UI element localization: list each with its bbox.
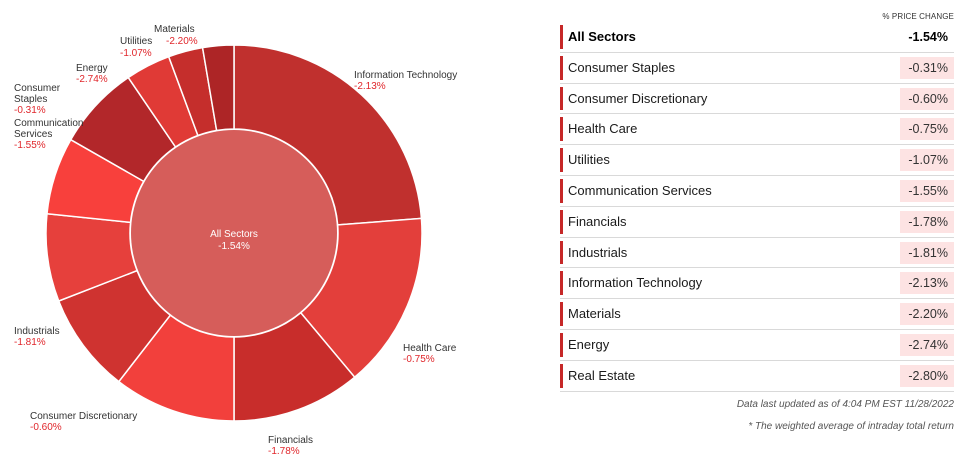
slice-label-name-line: Staples xyxy=(14,94,47,105)
row-accent-bar xyxy=(560,117,563,142)
slice-label-name-line: Consumer xyxy=(14,83,61,94)
row-accent-bar xyxy=(560,363,563,388)
sector-name: Consumer Staples xyxy=(568,59,675,75)
sector-name: Consumer Discretionary xyxy=(568,90,708,106)
data-updated-note: Data last updated as of 4:04 PM EST 11/2… xyxy=(736,399,954,410)
slice-label-name: Utilities xyxy=(120,36,152,47)
table-row[interactable]: Consumer Discretionary -0.60% xyxy=(560,84,954,115)
row-accent-bar xyxy=(560,240,563,265)
slice-label-name: Information Technology xyxy=(354,70,457,81)
sector-donut-chart: All Sectors -1.54% Information Technology -… xyxy=(14,24,457,457)
slice-label-value: -2.74% xyxy=(76,74,108,85)
slice-label-name: Energy xyxy=(76,63,108,74)
sector-change: -0.60% xyxy=(900,87,954,110)
table-row-total[interactable]: All Sectors -1.54% xyxy=(560,22,954,53)
row-accent-bar xyxy=(560,302,563,326)
slice-label-name-line: Services xyxy=(14,129,52,140)
slice-label-name-line: Communication xyxy=(14,118,83,129)
sector-change: -0.31% xyxy=(900,56,954,79)
row-accent-bar xyxy=(560,178,563,203)
table-row[interactable]: Consumer Staples -0.31% xyxy=(560,53,954,84)
slice-label-value: -0.60% xyxy=(30,422,62,433)
donut-slice[interactable] xyxy=(233,44,423,226)
slice-label-value: -1.81% xyxy=(14,337,46,348)
row-accent-bar xyxy=(560,55,563,80)
sector-name: Real Estate xyxy=(568,367,636,383)
table-row[interactable]: Industrials -1.81% xyxy=(560,238,954,269)
sector-name: All Sectors xyxy=(568,29,636,44)
sector-change: -1.55% xyxy=(900,179,954,202)
row-accent-bar xyxy=(560,148,563,172)
sector-name: Health Care xyxy=(568,121,638,137)
slice-label-value: -0.31% xyxy=(14,105,46,116)
table-rows: All Sectors -1.54% Consumer Staples -0.31% C… xyxy=(560,22,954,392)
donut-slice[interactable] xyxy=(201,44,235,132)
sector-change: -1.07% xyxy=(900,149,954,172)
slice-label-value: -2.20% xyxy=(166,36,198,47)
sector-name: Information Technology xyxy=(568,275,703,291)
table-row[interactable]: Financials -1.78% xyxy=(560,207,954,238)
sector-change: -1.78% xyxy=(900,210,954,233)
slice-label-name: Health Care xyxy=(403,343,457,354)
row-accent-bar xyxy=(560,86,563,111)
table-row[interactable]: Real Estate -2.80% xyxy=(560,361,954,392)
slice-label-value: -1.55% xyxy=(14,140,46,151)
slice-label-name: Materials xyxy=(154,24,195,35)
sector-change: -2.20% xyxy=(900,303,954,326)
table-row[interactable]: Utilities -1.07% xyxy=(560,145,954,176)
sector-name: Utilities xyxy=(568,152,610,168)
sector-table: % PRICE CHANGE All Sectors -1.54% Consumer… xyxy=(560,0,954,392)
row-accent-bar xyxy=(560,25,563,49)
center-label: All Sectors xyxy=(210,229,258,240)
slice-label-value: -1.78% xyxy=(268,446,300,457)
slice-label-value: -0.75% xyxy=(403,354,435,365)
sector-name: Financials xyxy=(568,213,627,229)
weighted-average-note: * The weighted average of intraday total… xyxy=(748,421,954,432)
table-row[interactable]: Information Technology -2.13% xyxy=(560,268,954,300)
sector-change: -0.75% xyxy=(900,118,954,141)
sector-name: Materials xyxy=(568,306,621,322)
donut-center xyxy=(131,130,337,336)
sector-change: -2.74% xyxy=(900,333,954,356)
table-row[interactable]: Energy -2.74% xyxy=(560,330,954,361)
sector-change: -1.81% xyxy=(900,241,954,264)
table-row[interactable]: Materials -2.20% xyxy=(560,299,954,330)
sector-name: Communication Services xyxy=(568,182,712,198)
sector-change: -2.13% xyxy=(900,272,954,295)
slice-label-name: Consumer Discretionary xyxy=(30,411,137,422)
center-value: -1.54% xyxy=(218,241,250,252)
donut-svg: All Sectors-1.54%Information Technology-… xyxy=(14,24,457,457)
table-row[interactable]: Communication Services -1.55% xyxy=(560,176,954,207)
slice-label-name: Consumer Staples xyxy=(14,83,61,105)
table-header: % PRICE CHANGE xyxy=(882,12,954,21)
slice-label-value: -1.07% xyxy=(120,48,152,59)
sector-name: Energy xyxy=(568,336,610,352)
row-accent-bar xyxy=(560,209,563,234)
sector-change: -1.54% xyxy=(908,30,948,44)
slice-label-value: -2.13% xyxy=(354,81,386,92)
slice-label-name: Industrials xyxy=(14,326,60,337)
row-accent-bar xyxy=(560,332,563,357)
sector-name: Industrials xyxy=(568,244,628,260)
table-row[interactable]: Health Care -0.75% xyxy=(560,114,954,146)
slice-label-name: Communication Services xyxy=(14,118,83,140)
slice-label-name: Financials xyxy=(268,435,313,446)
row-accent-bar xyxy=(560,271,563,296)
sector-change: -2.80% xyxy=(900,364,954,387)
